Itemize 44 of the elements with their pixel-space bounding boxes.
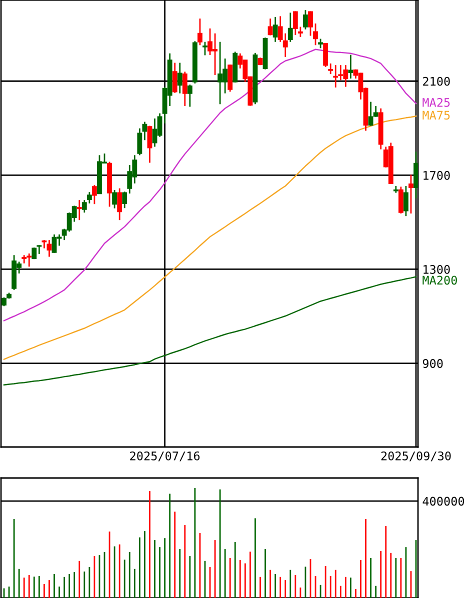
- candlestick: [313, 22, 318, 46]
- candlestick: [177, 62, 182, 94]
- candlestick: [36, 244, 42, 255]
- y-tick-label: 1300: [424, 264, 450, 274]
- candlestick: [202, 41, 208, 56]
- candlestick: [117, 188, 122, 221]
- candlestick: [348, 54, 354, 80]
- series-label: MA25: [422, 98, 450, 107]
- candlestick: [328, 62, 334, 75]
- candlestick: [112, 189, 118, 210]
- candlestick: [373, 105, 378, 118]
- series-label: MA200: [422, 276, 457, 285]
- y-tick-label: 1700: [424, 170, 450, 180]
- candlestick: [302, 9, 308, 30]
- candlestick: [197, 18, 202, 46]
- candlestick: [368, 101, 374, 126]
- candlestick: [182, 71, 188, 107]
- candlestick: [187, 84, 192, 108]
- x-tick-label: 2025/07/16: [130, 451, 200, 462]
- series-label: MA75: [422, 110, 450, 120]
- candlestick: [403, 185, 408, 217]
- y-tick-label: 400000: [422, 496, 464, 506]
- candlestick: [288, 12, 293, 43]
- candlestick: [414, 150, 418, 200]
- candlestick: [272, 16, 278, 43]
- candlestick: [398, 186, 404, 214]
- candlestick: [172, 62, 178, 94]
- candlestick: [292, 10, 298, 36]
- candlestick: [92, 184, 97, 205]
- candlestick: [408, 174, 414, 214]
- candlestick: [76, 199, 82, 221]
- candlestick: [318, 38, 323, 49]
- candlestick: [323, 42, 328, 68]
- y-tick-label: 2100: [423, 76, 450, 86]
- candlestick: [122, 190, 128, 209]
- candlestick: [147, 125, 152, 164]
- candlestick: [268, 18, 273, 36]
- y-tick-label: 900: [422, 359, 443, 368]
- candlestick: [46, 239, 52, 258]
- line-series: [3, 48, 417, 322]
- x-tick-label: 2025/09/30: [381, 451, 451, 462]
- line-series: [3, 116, 417, 360]
- line-series: [3, 276, 417, 386]
- candlestick: [308, 10, 313, 36]
